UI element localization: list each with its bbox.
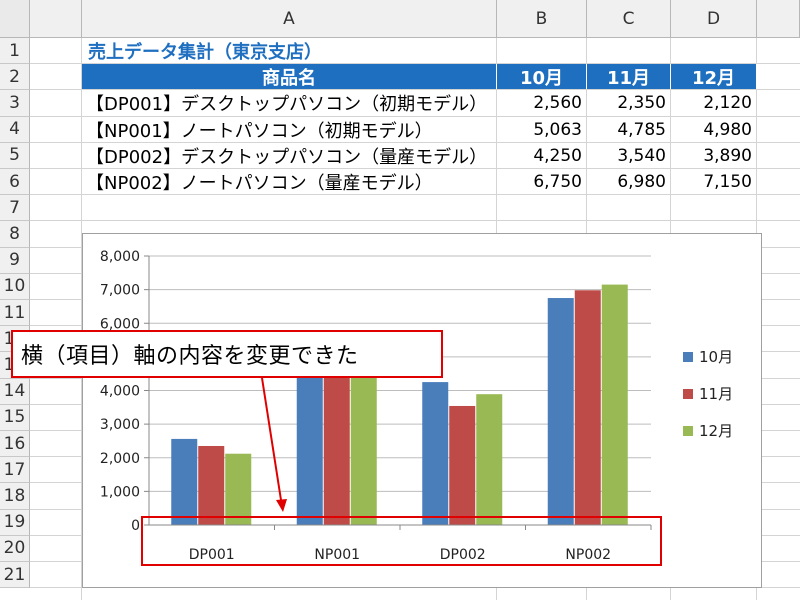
- value-cell[interactable]: 2,120: [703, 93, 752, 114]
- value-cell[interactable]: 4,250: [533, 145, 582, 166]
- column-header-c[interactable]: C: [587, 0, 671, 38]
- row-header-20[interactable]: 20: [0, 535, 30, 562]
- legend-label: 11月: [699, 385, 733, 403]
- legend-swatch: [683, 426, 693, 436]
- bar-dp002-s2: [476, 394, 503, 525]
- y-tick-label: 8,000: [100, 249, 140, 265]
- row-header-9[interactable]: 9: [0, 247, 30, 274]
- value-cell[interactable]: 7,150: [703, 172, 752, 193]
- y-tick-label: 1,000: [100, 484, 140, 500]
- bar-np001-s2: [350, 357, 377, 525]
- bar-np001-s1: [323, 364, 350, 525]
- column-header-b[interactable]: B: [497, 0, 587, 38]
- select-all-corner[interactable]: [0, 0, 30, 38]
- row-header-21[interactable]: 21: [0, 562, 30, 589]
- column-header-e[interactable]: [757, 0, 800, 38]
- gridline-row: [30, 220, 800, 222]
- header-nov[interactable]: 11月: [587, 64, 671, 90]
- callout-box: 横（項目）軸の内容を変更できた: [11, 330, 443, 378]
- x-tick-label: DP001: [189, 547, 235, 563]
- bar-np002-s0: [547, 298, 574, 525]
- product-name-cell[interactable]: 【DP001】デスクトップパソコン（初期モデル）: [86, 94, 488, 116]
- row-header-14[interactable]: 14: [0, 378, 30, 405]
- bar-np001-s0: [296, 354, 323, 525]
- x-tick-label: DP002: [440, 547, 486, 563]
- gridline-row: [30, 115, 800, 117]
- row-header-10[interactable]: 10: [0, 273, 30, 300]
- row-header-3[interactable]: 3: [0, 90, 30, 117]
- row-header-15[interactable]: 15: [0, 404, 30, 431]
- bar-dp001-s1: [198, 445, 225, 525]
- axis-highlight-box: [141, 516, 662, 566]
- gridline-col: [81, 38, 82, 600]
- bar-dp002-s1: [449, 405, 476, 525]
- legend-label: 10月: [699, 348, 733, 366]
- row-header-17[interactable]: 17: [0, 457, 30, 484]
- bar-dp001-s0: [171, 438, 198, 525]
- y-tick-label: 6,000: [100, 316, 140, 332]
- row-header-16[interactable]: 16: [0, 431, 30, 458]
- gridline-row: [30, 63, 800, 65]
- gridline-row: [30, 194, 800, 196]
- chart-area[interactable]: 01,0002,0003,0004,0005,0006,0007,0008,00…: [82, 233, 762, 588]
- bar-chart[interactable]: 01,0002,0003,0004,0005,0006,0007,0008,00…: [83, 234, 761, 587]
- value-cell[interactable]: 4,980: [703, 119, 752, 140]
- callout-text: 横（項目）軸の内容を変更できた: [21, 344, 359, 369]
- column-header-blank: [30, 0, 82, 38]
- header-oct[interactable]: 10月: [497, 64, 587, 90]
- legend-label: 12月: [699, 422, 733, 440]
- header-dec[interactable]: 12月: [671, 64, 757, 90]
- row-header-5[interactable]: 5: [0, 142, 30, 169]
- sheet-title[interactable]: 売上データ集計（東京支店）: [88, 42, 322, 64]
- y-tick-label: 2,000: [100, 451, 140, 467]
- value-cell[interactable]: 4,785: [617, 119, 666, 140]
- value-cell[interactable]: 3,540: [617, 145, 666, 166]
- row-header-18[interactable]: 18: [0, 483, 30, 510]
- row-header-11[interactable]: 11: [0, 300, 30, 327]
- row-header-2[interactable]: 2: [0, 64, 30, 91]
- bar-dp002-s0: [422, 382, 449, 525]
- value-cell[interactable]: 5,063: [533, 119, 582, 140]
- y-tick-label: 3,000: [100, 417, 140, 433]
- column-header-d[interactable]: D: [671, 0, 757, 38]
- gridline-row: [30, 168, 800, 169]
- row-header-7[interactable]: 7: [0, 195, 30, 222]
- row-header-1[interactable]: 1: [0, 38, 30, 65]
- gridline-row: [30, 89, 800, 91]
- product-name-cell[interactable]: 【NP001】ノートパソコン（初期モデル）: [86, 120, 433, 142]
- y-tick-label: 4,000: [100, 384, 140, 400]
- row-header-4[interactable]: 4: [0, 116, 30, 143]
- row-header-6[interactable]: 6: [0, 169, 30, 196]
- product-name-cell[interactable]: 【NP002】ノートパソコン（量産モデル）: [86, 173, 433, 195]
- value-cell[interactable]: 6,980: [617, 172, 666, 193]
- bar-dp001-s2: [225, 453, 252, 525]
- value-cell[interactable]: 2,560: [533, 93, 582, 114]
- value-cell[interactable]: 6,750: [533, 172, 582, 193]
- x-tick-label: NP001: [314, 547, 360, 563]
- value-cell[interactable]: 2,350: [617, 93, 666, 114]
- x-tick-label: NP002: [565, 547, 611, 563]
- bar-np002-s1: [574, 290, 601, 525]
- legend-swatch: [683, 352, 693, 362]
- product-name-cell[interactable]: 【DP002】デスクトップパソコン（量産モデル）: [86, 146, 488, 168]
- bar-np002-s2: [601, 284, 628, 525]
- row-header-19[interactable]: 19: [0, 509, 30, 536]
- header-product-name[interactable]: 商品名: [82, 64, 497, 90]
- column-header-a[interactable]: A: [82, 0, 497, 38]
- legend-swatch: [683, 389, 693, 399]
- gridline-row: [30, 141, 800, 143]
- row-header-8[interactable]: 8: [0, 221, 30, 248]
- y-tick-label: 7,000: [100, 283, 140, 299]
- value-cell[interactable]: 3,890: [703, 145, 752, 166]
- y-tick-label: 0: [131, 518, 140, 534]
